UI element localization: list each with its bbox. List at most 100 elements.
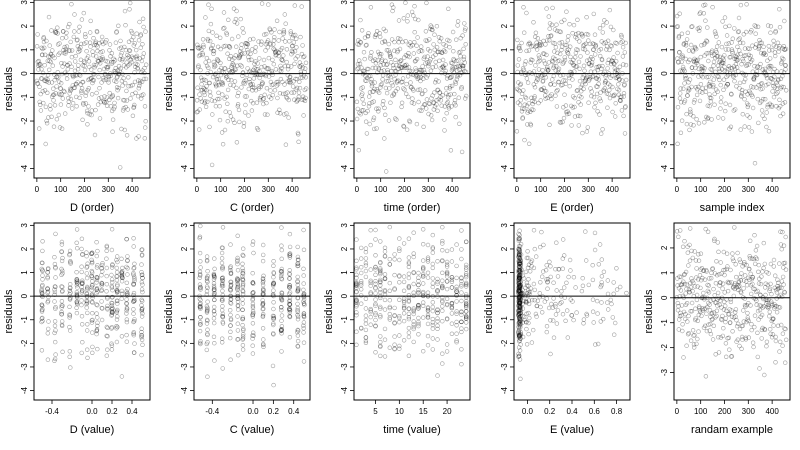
data-point xyxy=(142,70,147,76)
data-point xyxy=(752,45,758,50)
data-point xyxy=(775,40,781,45)
data-point xyxy=(454,263,459,269)
data-point xyxy=(517,301,522,306)
data-point xyxy=(286,97,291,103)
data-point xyxy=(444,101,450,106)
data-point xyxy=(303,95,308,101)
data-point xyxy=(516,284,521,289)
data-point xyxy=(84,271,90,276)
data-point xyxy=(766,271,771,276)
data-point xyxy=(99,288,104,293)
data-point xyxy=(398,36,403,42)
data-point xyxy=(425,343,431,348)
data-point xyxy=(677,96,683,101)
data-point xyxy=(774,80,779,85)
data-point xyxy=(621,91,627,96)
data-point xyxy=(444,76,450,81)
data-point xyxy=(722,303,728,309)
data-point xyxy=(420,72,426,77)
data-point xyxy=(544,52,549,58)
data-point xyxy=(122,127,128,133)
data-point xyxy=(72,59,78,64)
data-point xyxy=(235,63,240,68)
data-point xyxy=(411,324,416,330)
data-point xyxy=(57,41,62,46)
data-point xyxy=(699,66,704,72)
data-point xyxy=(39,66,44,72)
data-point xyxy=(724,308,729,313)
data-point xyxy=(228,114,234,119)
data-point xyxy=(765,104,770,110)
data-point xyxy=(675,24,680,29)
data-point xyxy=(440,295,445,300)
data-point xyxy=(124,305,130,311)
data-point xyxy=(518,332,523,337)
data-point xyxy=(200,51,205,56)
data-point xyxy=(709,117,714,122)
data-point xyxy=(138,78,143,84)
data-point xyxy=(80,63,86,68)
data-point xyxy=(114,308,120,314)
data-point xyxy=(197,250,203,256)
data-point xyxy=(545,279,550,284)
data-point xyxy=(288,31,294,36)
data-point xyxy=(517,305,523,311)
data-point xyxy=(223,66,228,71)
data-point xyxy=(261,341,266,347)
data-point xyxy=(74,301,80,307)
y-tick-label: 3 xyxy=(500,223,509,228)
data-point xyxy=(392,347,397,352)
data-point xyxy=(452,101,457,106)
data-point xyxy=(597,53,603,59)
data-point xyxy=(119,256,124,261)
data-point xyxy=(547,122,552,128)
data-point xyxy=(589,93,594,99)
data-point xyxy=(760,96,766,102)
data-point xyxy=(416,323,421,329)
data-point xyxy=(52,55,57,61)
data-point xyxy=(295,301,300,307)
data-point xyxy=(112,104,117,110)
data-point xyxy=(547,26,552,31)
data-point xyxy=(36,126,42,131)
data-point xyxy=(89,92,95,97)
data-point xyxy=(725,81,730,87)
data-point xyxy=(714,313,719,319)
data-point xyxy=(238,62,243,68)
data-point xyxy=(444,316,450,321)
data-point xyxy=(35,81,40,86)
data-point xyxy=(68,285,73,291)
data-point xyxy=(771,257,777,263)
data-point xyxy=(768,281,773,287)
data-point xyxy=(113,40,119,45)
data-point xyxy=(48,51,54,57)
data-point xyxy=(568,59,573,65)
points xyxy=(354,0,469,174)
data-point xyxy=(45,290,50,296)
data-point xyxy=(39,266,44,272)
data-point xyxy=(418,75,424,80)
data-point xyxy=(220,308,225,313)
data-point xyxy=(608,43,613,48)
data-point xyxy=(712,91,717,97)
data-point xyxy=(373,272,378,277)
data-point xyxy=(240,316,245,322)
data-point xyxy=(434,24,440,29)
data-point xyxy=(300,94,306,99)
data-point xyxy=(250,88,255,93)
data-point xyxy=(68,261,73,266)
data-point xyxy=(782,260,788,266)
data-point xyxy=(124,237,129,242)
data-point xyxy=(454,289,459,294)
data-point xyxy=(400,79,405,85)
data-point xyxy=(585,50,590,55)
data-point xyxy=(578,88,584,94)
data-point xyxy=(104,353,110,358)
data-point xyxy=(568,72,574,77)
data-point xyxy=(240,70,246,76)
data-point xyxy=(612,114,618,119)
data-point xyxy=(751,76,756,81)
data-point xyxy=(250,312,255,317)
data-point xyxy=(51,72,57,77)
data-point xyxy=(713,352,718,357)
